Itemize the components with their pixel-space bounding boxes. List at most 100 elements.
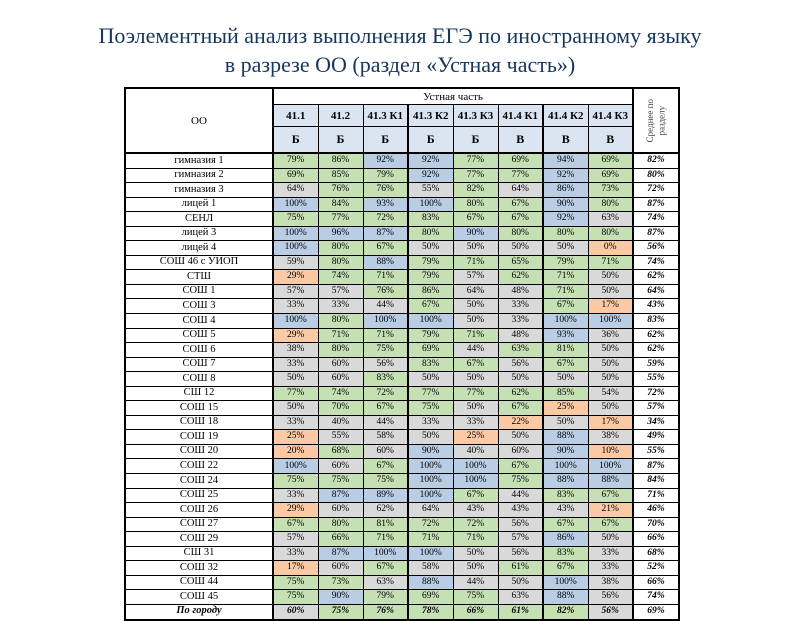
avg-score-cell: 55% [632, 371, 680, 387]
school-name: СОШ 19 [124, 429, 274, 445]
school-name: СОШ 5 [124, 327, 274, 344]
level-header: В [542, 126, 589, 154]
score-cell: 71% [452, 254, 499, 271]
score-cell: 50% [407, 371, 454, 387]
oo-column-header: ОО [124, 87, 274, 154]
score-cell: 60% [317, 502, 364, 518]
avg-score-cell: 52% [632, 560, 680, 576]
total-row: По городу 60% 75% 76% 78% 66% 61% 82% 56% 69% [124, 603, 680, 621]
score-cell: 71% [407, 531, 454, 547]
avg-score-cell: 62% [632, 269, 680, 285]
score-cell: 55% [407, 182, 454, 198]
score-cell: 77% [272, 385, 319, 402]
score-cell: 58% [407, 560, 454, 576]
score-cell: 50% [587, 283, 634, 300]
score-cell: 67% [542, 298, 589, 315]
score-cell: 89% [362, 487, 409, 504]
school-name: СОШ 22 [124, 458, 274, 475]
score-cell: 94% [542, 152, 589, 169]
avg-score-cell: 87% [632, 196, 680, 213]
slide: Поэлементный анализ выполнения ЕГЭ по ин… [98, 23, 702, 621]
score-cell: 68% [317, 443, 364, 460]
score-cell: 75% [452, 589, 499, 605]
score-cell: 33% [272, 356, 319, 373]
level-header: Б [362, 126, 409, 154]
score-cell: 100% [407, 458, 454, 475]
score-cell: 77% [452, 167, 499, 184]
score-cell: 48% [497, 327, 544, 344]
score-cell: 70% [317, 400, 364, 416]
school-name: СОШ 15 [124, 400, 274, 416]
score-cell: 100% [542, 458, 589, 475]
avg-score-cell: 64% [632, 283, 680, 300]
level-header: В [497, 126, 544, 154]
score-cell: 77% [452, 152, 499, 169]
score-cell: 50% [272, 400, 319, 416]
score-cell: 44% [452, 342, 499, 358]
score-cell: 50% [452, 313, 499, 329]
table-row: СОШ 46 с УИОП 59% 80% 88% 79% 71% 65% 79% 71% 74% [124, 254, 680, 271]
score-cell: 10% [587, 443, 634, 460]
score-cell: 29% [272, 327, 319, 344]
table-row: СОШ 20 20% 68% 60% 90% 40% 60% 90% 10% 55% [124, 443, 680, 460]
score-cell: 61% [497, 603, 544, 621]
avg-score-cell: 56% [632, 240, 680, 256]
school-name: гимназия 1 [124, 152, 274, 169]
score-cell: 100% [272, 458, 319, 475]
table-row: СОШ 27 67% 80% 81% 72% 72% 56% 67% 67% 70% [124, 516, 680, 533]
avg-score-cell: 69% [632, 603, 680, 621]
score-cell: 71% [452, 531, 499, 547]
table-row: гимназия 3 64% 76% 76% 55% 82% 64% 86% 73% 72% [124, 182, 680, 198]
score-cell: 71% [362, 269, 409, 285]
score-cell: 17% [587, 414, 634, 431]
score-cell: 57% [272, 283, 319, 300]
score-cell: 63% [362, 574, 409, 591]
score-cell: 72% [452, 516, 499, 533]
score-cell: 100% [407, 473, 454, 489]
avg-score-cell: 70% [632, 516, 680, 533]
score-cell: 57% [272, 531, 319, 547]
score-cell: 50% [407, 429, 454, 445]
table-row: СОШ 32 17% 60% 67% 58% 50% 61% 67% 33% 52% [124, 560, 680, 576]
avg-score-cell: 59% [632, 356, 680, 373]
score-cell: 67% [497, 458, 544, 475]
score-cell: 74% [317, 385, 364, 402]
score-cell: 72% [362, 211, 409, 227]
score-cell: 79% [362, 167, 409, 184]
score-cell: 62% [362, 502, 409, 518]
score-cell: 82% [452, 182, 499, 198]
score-cell: 33% [497, 298, 544, 315]
school-name: лицей 3 [124, 225, 274, 242]
score-cell: 100% [272, 225, 319, 242]
score-cell: 55% [317, 429, 364, 445]
score-cell: 22% [497, 414, 544, 431]
score-cell: 50% [452, 240, 499, 256]
score-cell: 50% [587, 371, 634, 387]
school-name: СОШ 26 [124, 502, 274, 518]
score-cell: 67% [362, 240, 409, 256]
score-cell: 100% [587, 458, 634, 475]
level-header: Б [407, 126, 454, 154]
score-cell: 64% [407, 502, 454, 518]
score-cell: 81% [542, 342, 589, 358]
score-cell: 44% [362, 298, 409, 315]
score-cell: 96% [317, 225, 364, 242]
score-cell: 72% [407, 516, 454, 533]
score-cell: 87% [317, 545, 364, 562]
avg-score-cell: 66% [632, 574, 680, 591]
score-cell: 67% [497, 211, 544, 227]
level-header: Б [317, 126, 364, 154]
score-cell: 77% [317, 211, 364, 227]
table-row: СОШ 19 25% 55% 58% 50% 25% 50% 88% 38% 49% [124, 429, 680, 445]
score-cell: 67% [407, 298, 454, 315]
table-row: СЕНЛ 75% 77% 72% 83% 67% 67% 92% 63% 74% [124, 211, 680, 227]
score-cell: 50% [542, 240, 589, 256]
score-cell: 56% [497, 356, 544, 373]
score-cell: 33% [452, 414, 499, 431]
score-cell: 92% [542, 167, 589, 184]
avg-score-cell: 74% [632, 211, 680, 227]
school-name: СТШ [124, 269, 274, 285]
score-cell: 64% [452, 283, 499, 300]
table-header: ОО Устная часть Среднее по разделу 41.1 4… [124, 87, 680, 154]
score-cell: 60% [317, 560, 364, 576]
